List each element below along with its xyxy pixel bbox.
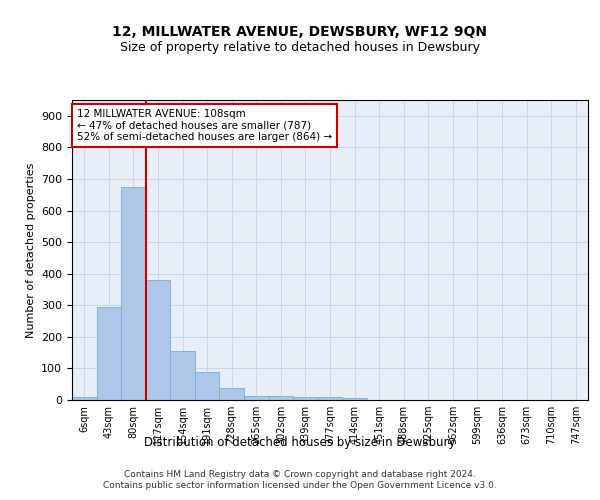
Bar	[146, 280, 170, 400]
Bar	[269, 396, 293, 400]
Bar	[97, 307, 121, 400]
Bar	[220, 388, 244, 400]
Bar	[195, 372, 220, 400]
Text: Contains HM Land Registry data © Crown copyright and database right 2024.
Contai: Contains HM Land Registry data © Crown c…	[103, 470, 497, 490]
Bar	[121, 187, 146, 400]
Bar	[170, 351, 195, 400]
Text: Distribution of detached houses by size in Dewsbury: Distribution of detached houses by size …	[144, 436, 456, 449]
Bar	[244, 396, 269, 400]
Text: 12 MILLWATER AVENUE: 108sqm
← 47% of detached houses are smaller (787)
52% of se: 12 MILLWATER AVENUE: 108sqm ← 47% of det…	[77, 109, 332, 142]
Bar	[342, 398, 367, 400]
Bar	[318, 398, 342, 400]
Y-axis label: Number of detached properties: Number of detached properties	[26, 162, 35, 338]
Bar	[72, 398, 97, 400]
Text: 12, MILLWATER AVENUE, DEWSBURY, WF12 9QN: 12, MILLWATER AVENUE, DEWSBURY, WF12 9QN	[113, 26, 487, 40]
Text: Size of property relative to detached houses in Dewsbury: Size of property relative to detached ho…	[120, 41, 480, 54]
Bar	[293, 397, 318, 400]
